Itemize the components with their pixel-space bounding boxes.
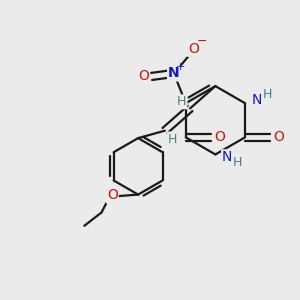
Text: N: N [252,93,262,107]
Text: O: O [188,42,199,56]
Text: N: N [222,150,232,164]
Text: H: H [233,156,242,169]
Text: H: H [262,88,272,101]
Text: N: N [168,67,180,80]
Text: +: + [176,62,185,72]
Text: O: O [214,130,225,144]
Text: O: O [107,188,118,203]
Text: −: − [196,35,207,48]
Text: O: O [274,130,285,144]
Text: H: H [168,133,177,146]
Text: H: H [177,95,187,108]
Text: O: O [138,69,149,83]
